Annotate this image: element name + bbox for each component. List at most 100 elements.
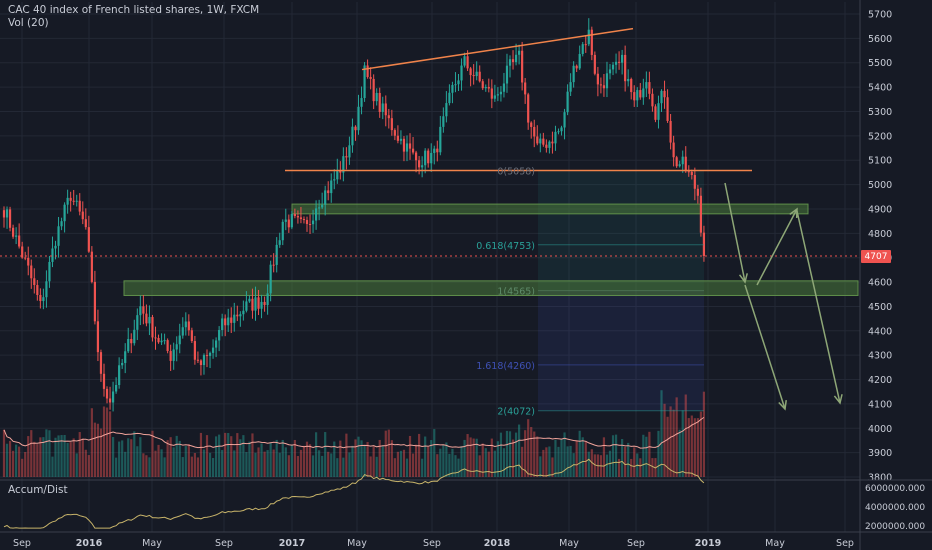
volume-bar (36, 444, 39, 477)
volume-bar (208, 452, 212, 477)
candle-body (348, 145, 351, 158)
candle-body (414, 152, 418, 161)
volume-bar (90, 408, 93, 477)
candle-body (645, 82, 648, 89)
candle-body (181, 327, 184, 336)
candle-body (693, 175, 696, 189)
volume-bar (657, 430, 660, 477)
time-tick-label: May (559, 538, 579, 549)
candle-body (587, 29, 590, 45)
volume-bar (366, 441, 369, 477)
volume-bar (302, 445, 306, 477)
volume-bar (478, 455, 481, 477)
candle-body (675, 157, 678, 167)
fib-box-lower (538, 290, 704, 411)
candle-body (78, 200, 81, 212)
symbol-title: CAC 40 index of French listed shares, 1W… (8, 4, 260, 16)
volume-bar (499, 432, 503, 477)
candle-body (327, 190, 330, 194)
candle-body (487, 86, 490, 89)
volume-bar (593, 454, 596, 477)
volume-bar (275, 439, 278, 477)
volume-bar (299, 449, 303, 477)
candle-body (478, 71, 481, 82)
volume-bar (387, 429, 390, 477)
candle-body (518, 50, 521, 55)
volume-bar (345, 433, 348, 477)
volume-bar (351, 445, 354, 477)
volume-bar (693, 418, 696, 477)
volume-bar (18, 446, 21, 477)
volume-bar (87, 455, 90, 477)
candle-body (108, 398, 112, 403)
candle-body (624, 54, 627, 82)
volume-bar (611, 435, 615, 477)
volume-bar (342, 457, 345, 477)
candle-body (324, 190, 327, 205)
time-axis[interactable]: Sep 2016 May Sep 2017 May Sep 2018 May Sep 2019 May… (13, 538, 854, 549)
volume-bar (15, 444, 18, 477)
volume-bar (115, 457, 118, 477)
time-tick-label: May (142, 538, 162, 549)
volume-bar (227, 432, 230, 477)
volume-bar (448, 453, 451, 477)
candle-body (148, 317, 151, 324)
candle-body (133, 329, 136, 344)
volume-bar (21, 458, 24, 477)
candle-body (614, 61, 618, 65)
candle-body (469, 68, 472, 76)
price-tick-label: 5200 (868, 131, 892, 142)
support-resistance-zones (123, 203, 859, 296)
volume-bar (102, 406, 106, 477)
volume-bar (684, 394, 687, 477)
volume-bar (396, 451, 399, 477)
volume-bar (72, 438, 75, 477)
volume-bar (560, 439, 563, 477)
candle-body (454, 84, 457, 86)
volume-bar (581, 437, 584, 477)
fib-level-label: 0.618(4753) (476, 241, 535, 252)
candle-body (593, 54, 596, 74)
candle-body (42, 297, 45, 302)
candle-body (296, 216, 300, 218)
volume-bar (242, 435, 245, 477)
volume-bar (127, 438, 130, 477)
candle-body (514, 54, 518, 63)
volume-bar (699, 411, 702, 477)
candle-body (363, 65, 366, 99)
candle-body (575, 65, 578, 69)
candle-body (442, 116, 445, 127)
ad-tick-label: 6000000.000 (865, 484, 925, 494)
candle-body (433, 148, 436, 153)
volume-bar (160, 449, 163, 477)
accum-dist-legend: Accum/Dist (8, 484, 68, 496)
candle-body (684, 156, 687, 172)
price-tick-label: 4300 (868, 351, 892, 362)
candle-body (351, 126, 354, 146)
candle-body (424, 150, 427, 166)
volume-bar (548, 446, 551, 477)
volume-bar (524, 430, 527, 477)
candle-body (266, 293, 269, 306)
volume-bar (51, 456, 54, 477)
volume-bar (393, 458, 396, 477)
candle-body (333, 179, 336, 181)
price-tick-label: 4400 (868, 326, 892, 337)
volume-bar (445, 442, 448, 477)
candle-body (172, 349, 175, 361)
volume-bar (681, 410, 684, 477)
candle-body (660, 90, 663, 104)
candle-body (521, 50, 524, 83)
candle-body (584, 44, 587, 46)
volume-bar (24, 451, 27, 477)
volume-bar (60, 435, 63, 477)
volume-bar (269, 442, 272, 477)
candle-body (290, 213, 293, 228)
volume-bar (384, 430, 387, 477)
volume-bar (5, 443, 9, 477)
candle-body (302, 218, 306, 221)
volume-bar (193, 452, 196, 477)
volume-bar (487, 451, 490, 477)
